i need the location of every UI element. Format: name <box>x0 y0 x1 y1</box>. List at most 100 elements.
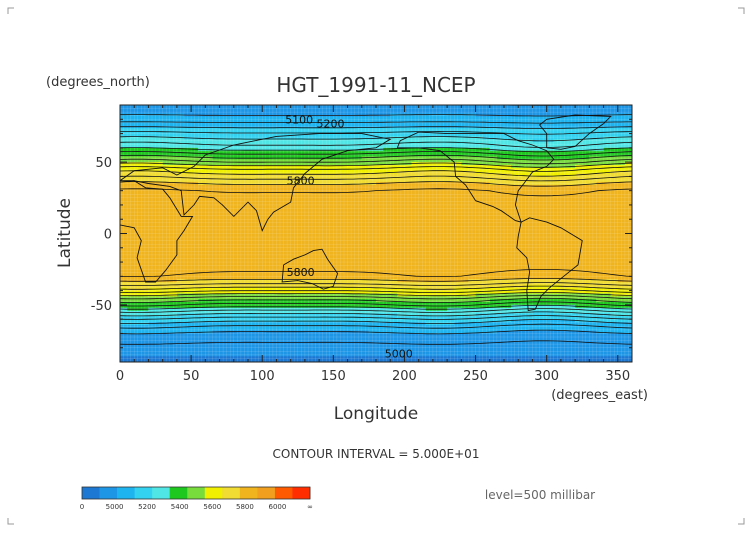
field-cell <box>454 284 462 289</box>
field-cell <box>176 327 185 332</box>
field-cell <box>304 202 313 206</box>
field-cell <box>255 170 263 175</box>
field-cell <box>141 142 150 146</box>
field-cell <box>468 353 477 357</box>
field-cell <box>468 113 477 118</box>
field-cell <box>383 282 391 286</box>
field-cell <box>475 307 484 312</box>
field-cell <box>333 347 342 352</box>
field-cell <box>504 259 512 263</box>
field-cell <box>248 227 256 232</box>
field-cell <box>226 196 235 200</box>
field-cell <box>347 310 356 315</box>
field-cell <box>496 256 505 260</box>
field-cell <box>233 199 242 203</box>
field-cell <box>347 250 356 255</box>
field-cell <box>333 322 342 326</box>
field-cell <box>262 344 270 349</box>
field-cell <box>411 190 420 195</box>
field-cell <box>489 279 498 283</box>
field-cell <box>347 290 356 295</box>
field-cell <box>376 282 384 286</box>
field-cell <box>205 159 214 163</box>
field-cell <box>205 236 214 240</box>
field-cell <box>489 167 498 172</box>
field-cell <box>411 202 420 206</box>
field-cell <box>454 236 462 240</box>
field-cell <box>120 233 128 237</box>
field-cell <box>468 196 477 200</box>
field-cell <box>290 207 299 212</box>
field-cell <box>418 187 427 192</box>
field-cell <box>127 270 135 275</box>
field-cell <box>383 150 391 155</box>
field-cell <box>383 304 391 309</box>
field-cell <box>475 116 484 120</box>
field-cell <box>255 264 263 269</box>
field-cell <box>368 150 377 155</box>
field-cell <box>304 182 313 186</box>
field-cell <box>489 250 498 255</box>
field-cell <box>397 287 406 292</box>
field-cell <box>411 196 420 200</box>
field-cell <box>440 116 448 120</box>
field-cell <box>155 230 164 235</box>
field-cell <box>504 147 512 152</box>
field-cell <box>496 342 505 346</box>
field-cell <box>219 167 228 172</box>
field-cell <box>283 279 292 283</box>
field-cell <box>390 350 398 355</box>
field-cell <box>354 267 363 272</box>
field-cell <box>269 230 278 235</box>
field-cell <box>404 259 413 263</box>
field-cell <box>312 144 320 149</box>
field-cell <box>198 267 206 272</box>
field-cell <box>390 179 398 183</box>
field-cell <box>205 333 214 337</box>
field-cell <box>269 176 278 180</box>
field-cell <box>461 107 470 112</box>
field-cell <box>504 262 512 266</box>
field-cell <box>319 133 327 138</box>
field-cell <box>312 356 320 360</box>
field-cell <box>148 130 157 135</box>
field-cell <box>155 176 164 180</box>
field-cell <box>283 230 292 235</box>
field-cell <box>248 284 256 289</box>
field-cell <box>162 147 171 152</box>
field-cell <box>148 210 157 215</box>
field-cell <box>368 184 377 189</box>
field-cell <box>326 122 334 126</box>
field-cell <box>347 264 356 269</box>
field-cell <box>397 344 406 349</box>
field-cell <box>219 133 228 138</box>
field-cell <box>319 173 327 177</box>
field-cell <box>376 313 384 317</box>
field-cell <box>269 290 278 295</box>
field-cell <box>340 159 349 163</box>
field-cell <box>205 239 214 243</box>
field-cell <box>297 207 306 212</box>
field-cell <box>155 353 164 357</box>
field-cell <box>340 253 349 257</box>
field-cell <box>297 310 306 315</box>
field-cell <box>432 127 441 132</box>
field-cell <box>269 202 278 206</box>
field-cell <box>233 342 242 346</box>
field-cell <box>482 239 491 243</box>
field-cell <box>219 222 228 226</box>
field-cell <box>340 179 349 183</box>
field-cell <box>255 262 263 266</box>
field-cell <box>475 233 484 237</box>
field-cell <box>276 133 285 138</box>
field-cell <box>134 224 142 229</box>
field-cell <box>418 344 427 349</box>
field-cell <box>475 284 484 289</box>
field-cell <box>376 244 384 249</box>
field-cell <box>333 256 342 260</box>
field-cell <box>354 336 363 340</box>
field-cell <box>198 173 206 177</box>
field-cell <box>432 247 441 252</box>
field-cell <box>176 122 185 126</box>
field-cell <box>226 204 235 209</box>
